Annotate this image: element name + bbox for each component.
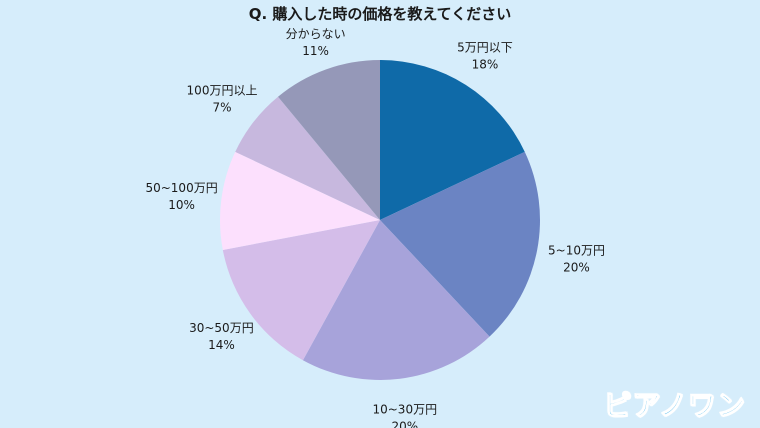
pie-slice	[302, 220, 490, 380]
chart-title: Q. 購入した時の価格を教えてください	[249, 5, 511, 23]
brand-logo: ピアノワン	[603, 388, 746, 422]
slice-percentage: 20%	[391, 419, 418, 428]
slice-label: 5~10万円	[548, 244, 605, 258]
slice-percentage: 18%	[472, 58, 499, 72]
pie-slice	[278, 60, 380, 220]
pie-slice	[222, 220, 380, 361]
pie-slice	[235, 96, 380, 220]
slice-percentage: 11%	[302, 44, 329, 58]
slice-label: 100万円以上	[187, 83, 258, 97]
pie-slice	[380, 60, 525, 220]
slice-percentage: 10%	[168, 198, 195, 212]
slice-percentage: 14%	[208, 338, 235, 352]
pie-slice	[380, 151, 540, 337]
pie-slice	[219, 151, 380, 250]
slice-percentage: 7%	[212, 100, 231, 114]
slice-label: 50~100万円	[145, 181, 217, 195]
slice-label: 5万円以下	[457, 41, 513, 55]
slice-label: 30~50万円	[189, 321, 254, 335]
slice-label: 10~30万円	[372, 402, 437, 416]
slice-label: 分からない	[286, 27, 346, 41]
slice-percentage: 20%	[563, 261, 590, 275]
